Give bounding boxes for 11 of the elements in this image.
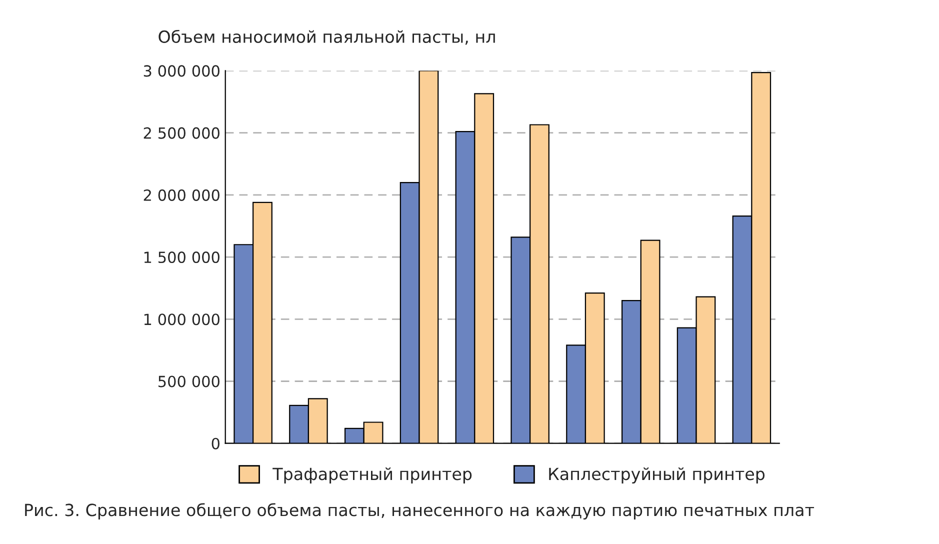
y-tick-label: 1 500 000 (144, 252, 220, 264)
y-tick-label: 2 500 000 (144, 127, 220, 139)
y-tick-label: 0 (212, 438, 220, 450)
legend-label: Трафаретный принтер (272, 467, 472, 484)
y-tick-label: 500 000 (158, 376, 220, 388)
y-axis-title: Объем наносимой паяльной пасты, нл (158, 30, 495, 45)
text: Рис. 3. Сравнение общего объема пасты, нанесенного на каждую партию печатных плат (25, 503, 814, 520)
y-tick-label: 2 000 000 (144, 189, 220, 201)
y-tick-label: 3 000 000 (144, 65, 220, 77)
y-tick-label: 1 000 000 (144, 314, 220, 326)
legend-label: Каплеструйный принтер (549, 467, 765, 484)
